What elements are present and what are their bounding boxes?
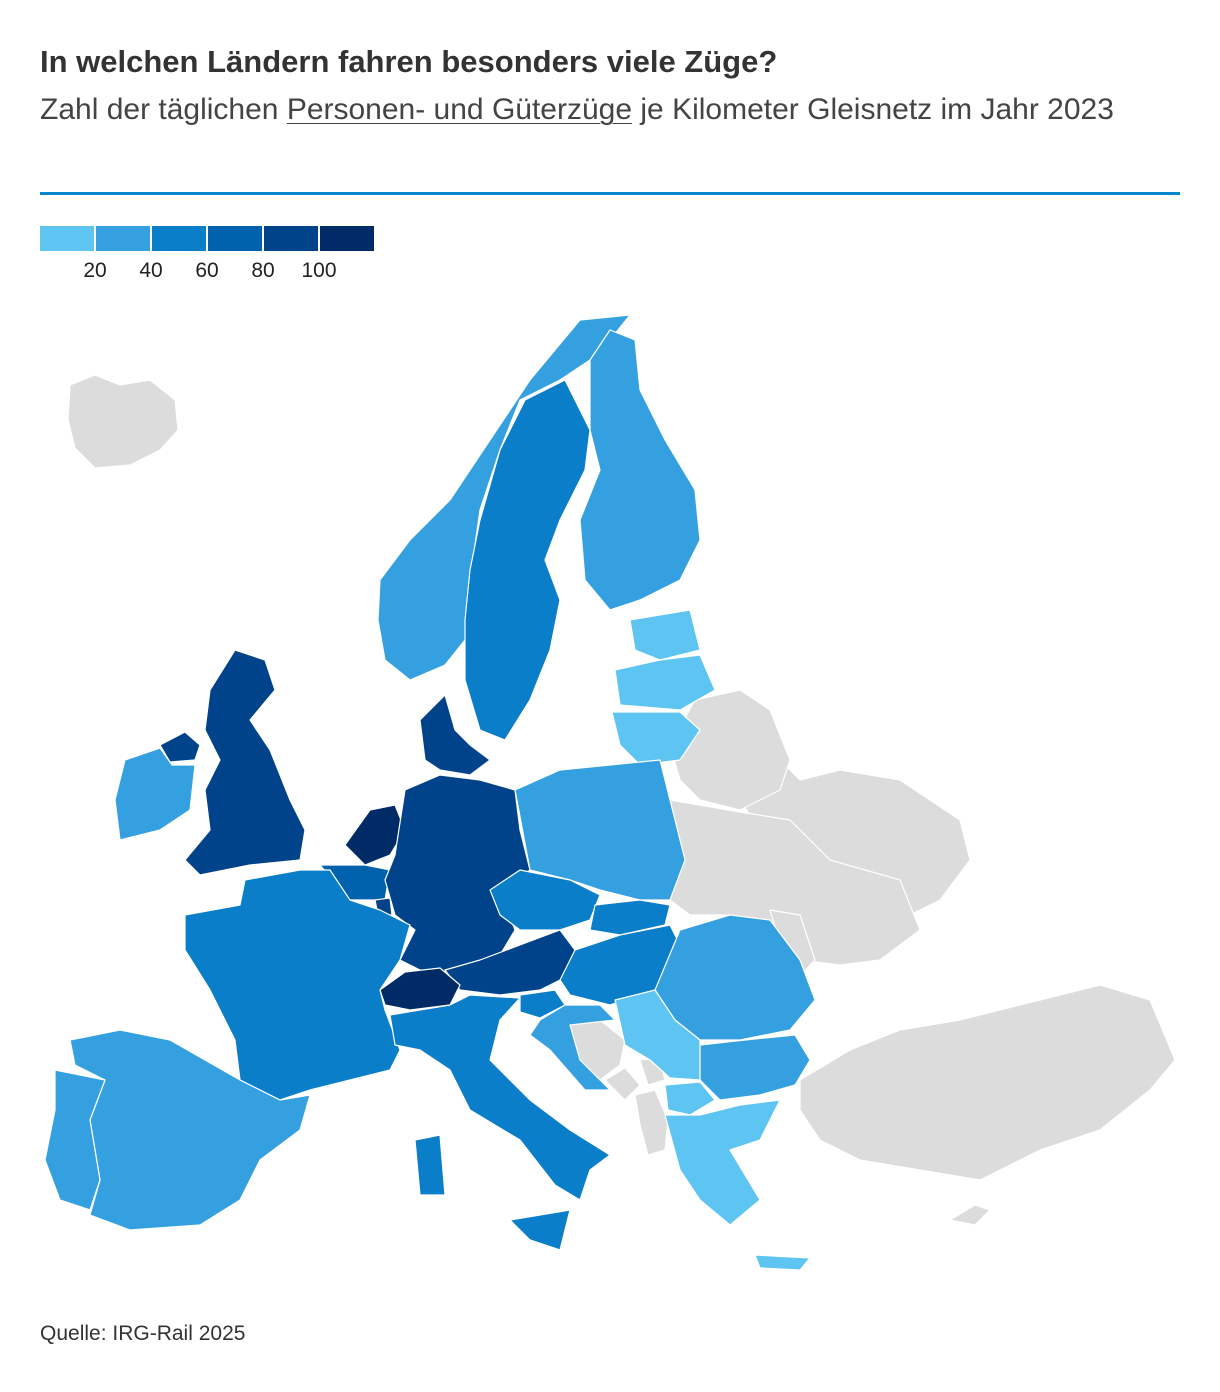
country-france[interactable] xyxy=(184,869,411,1101)
country-ukraine[interactable] xyxy=(669,799,921,966)
country-iceland[interactable] xyxy=(67,374,179,469)
country-estonia[interactable] xyxy=(629,609,701,661)
country-greece[interactable] xyxy=(664,1099,811,1271)
country-ireland[interactable] xyxy=(114,747,196,841)
country-slovenia[interactable] xyxy=(519,989,566,1019)
subtitle-text-end: je Kilometer Gleisnetz im Jahr 2023 xyxy=(632,93,1114,126)
country-finland[interactable] xyxy=(579,329,701,611)
country-north-macedonia[interactable] xyxy=(664,1081,716,1116)
country-cyprus[interactable] xyxy=(949,1204,991,1226)
country-albania[interactable] xyxy=(634,1089,669,1156)
country-lithuania[interactable] xyxy=(611,711,701,766)
country-croatia[interactable] xyxy=(529,1004,616,1091)
country-denmark[interactable] xyxy=(419,694,491,776)
country-turkey[interactable] xyxy=(799,984,1176,1181)
country-italy[interactable] xyxy=(389,994,611,1251)
legend-swatch-1 xyxy=(40,226,94,251)
country-czechia[interactable] xyxy=(489,869,601,931)
legend-tick-40: 40 xyxy=(139,259,163,282)
country-uk[interactable] xyxy=(184,649,306,876)
source-note: Quelle: IRG-Rail 2025 xyxy=(40,1322,246,1345)
country-serbia[interactable] xyxy=(614,989,701,1081)
subtitle-text-start: Zahl der täglichen xyxy=(40,93,287,126)
legend-tick-20: 20 xyxy=(83,259,107,282)
country-latvia[interactable] xyxy=(614,654,716,711)
country-slovakia[interactable] xyxy=(589,899,671,936)
country-norway[interactable] xyxy=(377,314,631,681)
chart-subtitle: Zahl der täglichen Personen- und Güterzü… xyxy=(40,92,1160,128)
chart-title: In welchen Ländern fahren besonders viel… xyxy=(40,44,778,79)
legend-swatch-5 xyxy=(264,226,318,251)
header-divider xyxy=(40,192,1180,195)
subtitle-link-trains[interactable]: Personen- und Güterzüge xyxy=(286,93,633,126)
legend-swatch-3 xyxy=(152,226,206,251)
legend-tick-100: 100 xyxy=(301,259,337,282)
country-switzerland[interactable] xyxy=(379,967,461,1011)
legend-tick-60: 60 xyxy=(195,259,219,282)
legend-swatch-4 xyxy=(208,226,262,251)
country-germany[interactable] xyxy=(384,774,531,976)
country-montenegro[interactable] xyxy=(604,1067,641,1101)
country-sweden[interactable] xyxy=(464,379,591,741)
legend-tick-80: 80 xyxy=(251,259,275,282)
color-legend: 20 40 60 80 100 xyxy=(40,226,400,286)
country-bulgaria[interactable] xyxy=(699,1034,811,1101)
country-belarus[interactable] xyxy=(669,689,791,811)
legend-swatch-2 xyxy=(96,226,150,251)
europe-map xyxy=(44,314,1176,1271)
legend-swatch-6 xyxy=(320,226,374,251)
country-portugal[interactable] xyxy=(44,1069,106,1211)
